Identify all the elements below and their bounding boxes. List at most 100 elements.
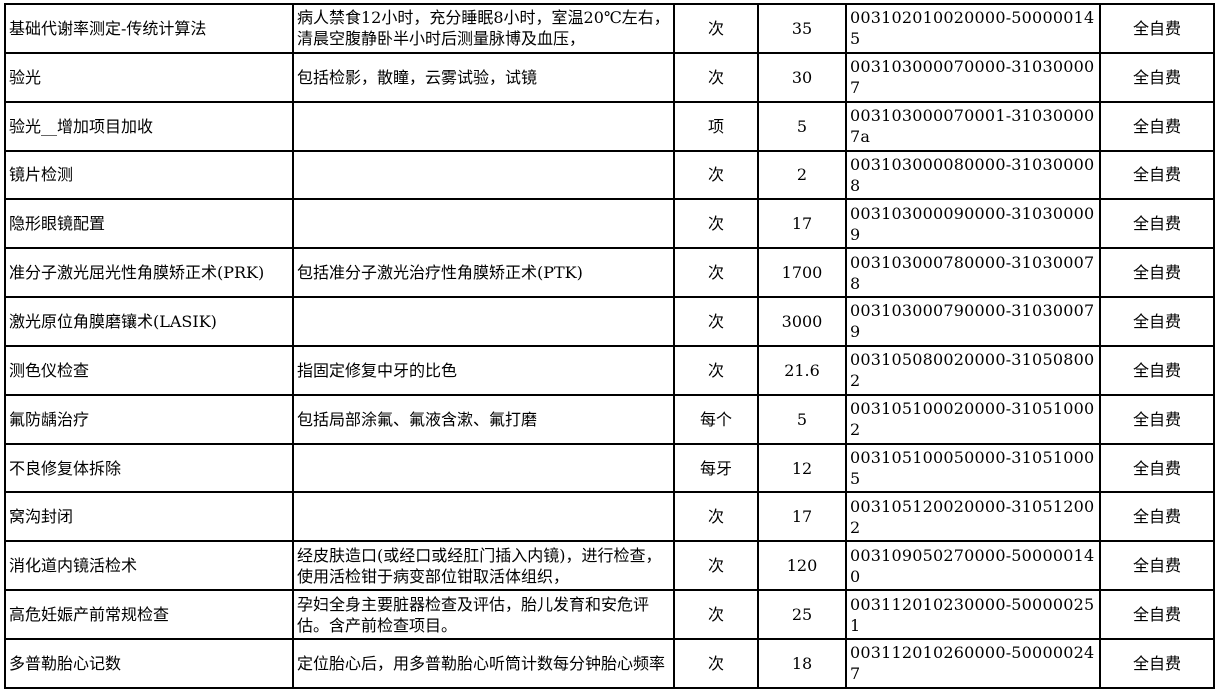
table-row: 消化道内镜活检术 经皮肤造口(或经口或经肛门插入内镜)，进行检查，使用活检钳于病… bbox=[4, 540, 1215, 592]
table-row: 激光原位角膜磨镶术(LASIK) 次 3000 003103000790000-… bbox=[4, 296, 1215, 347]
item-name-cell: 窝沟封闭 bbox=[4, 491, 294, 543]
medical-fee-table: 基础代谢率测定-传统计算法 病人禁食12小时，充分睡眠8小时，室温20℃左右，清… bbox=[4, 3, 1215, 689]
payment-category-cell: 全自费 bbox=[1099, 393, 1215, 445]
payment-category-cell: 全自费 bbox=[1099, 100, 1215, 152]
payment-category-cell: 全自费 bbox=[1099, 442, 1215, 494]
unit-cell: 次 bbox=[673, 149, 759, 201]
table-row: 氟防龋治疗 包括局部涂氟、氟液含漱、氟打磨 每个 5 0031051000200… bbox=[4, 393, 1215, 445]
item-name-cell: 激光原位角膜磨镶术(LASIK) bbox=[4, 296, 294, 347]
payment-category-cell: 全自费 bbox=[1099, 589, 1215, 640]
table-row: 隐形眼镜配置 次 17 003103000090000-310300009 全自… bbox=[4, 198, 1215, 250]
unit-cell: 次 bbox=[673, 3, 759, 54]
item-code-cell: 003112010230000-500000251 bbox=[845, 589, 1101, 640]
table-row: 验光 包括检影，散瞳，云雾试验，试镜 次 30 003103000070000-… bbox=[4, 51, 1215, 103]
price-cell: 5 bbox=[757, 100, 847, 152]
description-cell: 指固定修复中牙的比色 bbox=[292, 344, 675, 396]
payment-category-cell: 全自费 bbox=[1099, 637, 1215, 689]
description-cell bbox=[292, 149, 675, 201]
item-code-cell: 003102010020000-500000145 bbox=[845, 3, 1101, 54]
description-cell: 经皮肤造口(或经口或经肛门插入内镜)，进行检查，使用活检钳于病变部位钳取活体组织… bbox=[292, 540, 675, 592]
payment-category-cell: 全自费 bbox=[1099, 344, 1215, 396]
price-cell: 12 bbox=[757, 442, 847, 494]
description-cell: 包括局部涂氟、氟液含漱、氟打磨 bbox=[292, 393, 675, 445]
payment-category-cell: 全自费 bbox=[1099, 198, 1215, 250]
payment-category-cell: 全自费 bbox=[1099, 3, 1215, 54]
price-cell: 1700 bbox=[757, 247, 847, 299]
table-row: 窝沟封闭 次 17 003105120020000-310512002 全自费 bbox=[4, 491, 1215, 543]
item-code-cell: 003103000780000-310300078 bbox=[845, 247, 1101, 299]
unit-cell: 次 bbox=[673, 589, 759, 640]
table-row: 测色仪检查 指固定修复中牙的比色 次 21.6 003105080020000-… bbox=[4, 344, 1215, 396]
payment-category-cell: 全自费 bbox=[1099, 51, 1215, 103]
item-code-cell: 003103000070000-310300007 bbox=[845, 51, 1101, 103]
price-cell: 2 bbox=[757, 149, 847, 201]
unit-cell: 次 bbox=[673, 344, 759, 396]
item-code-cell: 003105100050000-310510005 bbox=[845, 442, 1101, 494]
price-cell: 5 bbox=[757, 393, 847, 445]
item-code-cell: 003105080020000-310508002 bbox=[845, 344, 1101, 396]
description-cell bbox=[292, 442, 675, 494]
item-code-cell: 003105100020000-310510002 bbox=[845, 393, 1101, 445]
price-cell: 18 bbox=[757, 637, 847, 689]
table-row: 多普勒胎心记数 定位胎心后，用多普勒胎心听筒计数每分钟胎心频率 次 18 003… bbox=[4, 637, 1215, 689]
unit-cell: 次 bbox=[673, 51, 759, 103]
unit-cell: 项 bbox=[673, 100, 759, 152]
table-row: 镜片检测 次 2 003103000080000-310300008 全自费 bbox=[4, 149, 1215, 201]
description-cell: 定位胎心后，用多普勒胎心听筒计数每分钟胎心频率 bbox=[292, 637, 675, 689]
unit-cell: 次 bbox=[673, 296, 759, 347]
table-row: 不良修复体拆除 每牙 12 003105100050000-310510005 … bbox=[4, 442, 1215, 494]
item-code-cell: 003103000080000-310300008 bbox=[845, 149, 1101, 201]
item-name-cell: 隐形眼镜配置 bbox=[4, 198, 294, 250]
unit-cell: 每个 bbox=[673, 393, 759, 445]
description-cell: 包括检影，散瞳，云雾试验，试镜 bbox=[292, 51, 675, 103]
item-code-cell: 003103000790000-310300079 bbox=[845, 296, 1101, 347]
item-name-cell: 测色仪检查 bbox=[4, 344, 294, 396]
table-row: 高危妊娠产前常规检查 孕妇全身主要脏器检查及评估，胎儿发育和安危评估。含产前检查… bbox=[4, 589, 1215, 640]
payment-category-cell: 全自费 bbox=[1099, 296, 1215, 347]
payment-category-cell: 全自费 bbox=[1099, 540, 1215, 592]
item-code-cell: 003109050270000-500000140 bbox=[845, 540, 1101, 592]
description-cell bbox=[292, 296, 675, 347]
table-row: 基础代谢率测定-传统计算法 病人禁食12小时，充分睡眠8小时，室温20℃左右，清… bbox=[4, 3, 1215, 54]
unit-cell: 次 bbox=[673, 491, 759, 543]
description-cell: 孕妇全身主要脏器检查及评估，胎儿发育和安危评估。含产前检查项目。 bbox=[292, 589, 675, 640]
price-cell: 120 bbox=[757, 540, 847, 592]
description-cell bbox=[292, 100, 675, 152]
item-code-cell: 003103000090000-310300009 bbox=[845, 198, 1101, 250]
item-code-cell: 003105120020000-310512002 bbox=[845, 491, 1101, 543]
price-cell: 30 bbox=[757, 51, 847, 103]
description-cell bbox=[292, 491, 675, 543]
price-cell: 35 bbox=[757, 3, 847, 54]
item-name-cell: 基础代谢率测定-传统计算法 bbox=[4, 3, 294, 54]
payment-category-cell: 全自费 bbox=[1099, 149, 1215, 201]
unit-cell: 次 bbox=[673, 540, 759, 592]
item-name-cell: 验光__增加项目加收 bbox=[4, 100, 294, 152]
description-cell: 病人禁食12小时，充分睡眠8小时，室温20℃左右，清晨空腹静卧半小时后测量脉博及… bbox=[292, 3, 675, 54]
price-cell: 25 bbox=[757, 589, 847, 640]
item-name-cell: 氟防龋治疗 bbox=[4, 393, 294, 445]
unit-cell: 次 bbox=[673, 198, 759, 250]
item-name-cell: 高危妊娠产前常规检查 bbox=[4, 589, 294, 640]
item-name-cell: 镜片检测 bbox=[4, 149, 294, 201]
item-code-cell: 003103000070001-310300007a bbox=[845, 100, 1101, 152]
item-name-cell: 验光 bbox=[4, 51, 294, 103]
price-cell: 17 bbox=[757, 491, 847, 543]
payment-category-cell: 全自费 bbox=[1099, 491, 1215, 543]
price-cell: 21.6 bbox=[757, 344, 847, 396]
price-cell: 3000 bbox=[757, 296, 847, 347]
item-name-cell: 准分子激光屈光性角膜矫正术(PRK) bbox=[4, 247, 294, 299]
table-row: 准分子激光屈光性角膜矫正术(PRK) 包括准分子激光治疗性角膜矫正术(PTK) … bbox=[4, 247, 1215, 299]
description-cell: 包括准分子激光治疗性角膜矫正术(PTK) bbox=[292, 247, 675, 299]
item-name-cell: 消化道内镜活检术 bbox=[4, 540, 294, 592]
payment-category-cell: 全自费 bbox=[1099, 247, 1215, 299]
price-cell: 17 bbox=[757, 198, 847, 250]
unit-cell: 次 bbox=[673, 637, 759, 689]
table-row: 验光__增加项目加收 项 5 003103000070001-310300007… bbox=[4, 100, 1215, 152]
unit-cell: 每牙 bbox=[673, 442, 759, 494]
item-name-cell: 不良修复体拆除 bbox=[4, 442, 294, 494]
item-code-cell: 003112010260000-500000247 bbox=[845, 637, 1101, 689]
item-name-cell: 多普勒胎心记数 bbox=[4, 637, 294, 689]
description-cell bbox=[292, 198, 675, 250]
unit-cell: 次 bbox=[673, 247, 759, 299]
